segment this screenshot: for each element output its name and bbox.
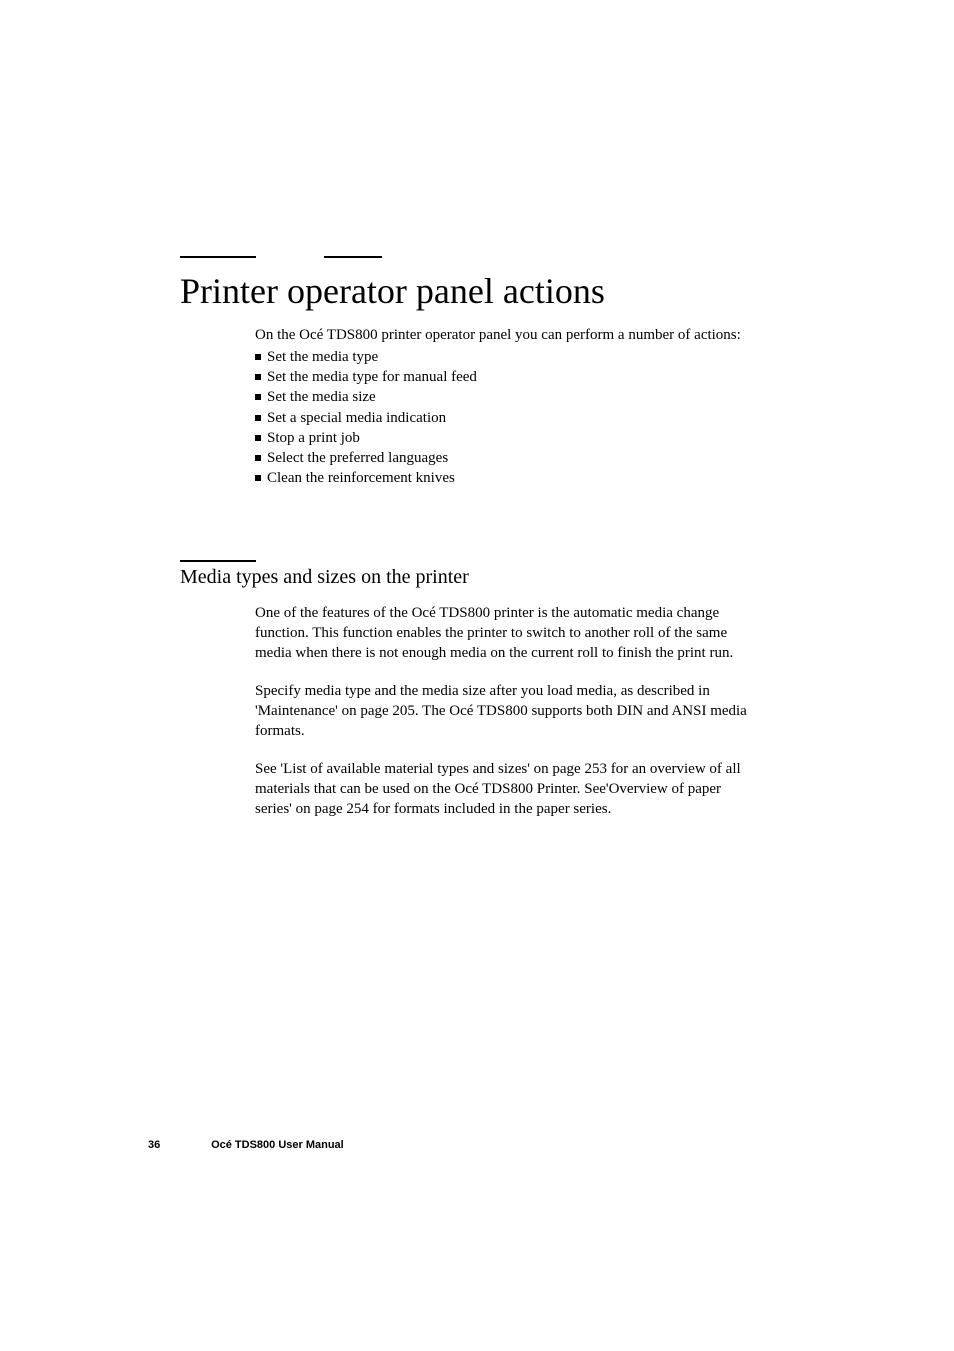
list-item-label: Set the media type for manual feed [267,367,477,387]
page-title: Printer operator panel actions [180,270,774,313]
paragraph: Specify media type and the media size af… [255,682,753,742]
list-item: Set the media size [255,387,753,407]
bullet-list: Set the media type Set the media type fo… [255,347,753,488]
intro-block: On the Océ TDS800 printer operator panel… [255,325,753,488]
page-footer: 36 Océ TDS800 User Manual [148,1139,344,1151]
list-item: Set a special media indication [255,408,753,428]
intro-text: On the Océ TDS800 printer operator panel… [255,325,753,345]
title-block: Printer operator panel actions [180,248,774,313]
bullet-icon [255,354,261,360]
list-item: Select the preferred languages [255,448,753,468]
list-item-label: Select the preferred languages [267,448,448,468]
document-page: Printer operator panel actions On the Oc… [0,0,954,1351]
bullet-icon [255,374,261,380]
section-block: Media types and sizes on the printer One… [180,560,774,837]
footer-doc-title: Océ TDS800 User Manual [211,1139,344,1151]
list-item-label: Clean the reinforcement knives [267,468,455,488]
bullet-icon [255,394,261,400]
list-item-label: Set the media type [267,347,378,367]
section-title: Media types and sizes on the printer [180,565,774,590]
list-item-label: Stop a print job [267,428,360,448]
paragraph: One of the features of the Océ TDS800 pr… [255,604,753,664]
paragraph: See 'List of available material types an… [255,760,753,820]
section-rule [180,560,256,562]
page-number: 36 [148,1139,208,1151]
list-item: Clean the reinforcement knives [255,468,753,488]
list-item-label: Set the media size [267,387,376,407]
title-rule [180,248,774,266]
list-item: Stop a print job [255,428,753,448]
bullet-icon [255,415,261,421]
bullet-icon [255,435,261,441]
bullet-icon [255,455,261,461]
section-body: One of the features of the Océ TDS800 pr… [255,604,753,819]
list-item: Set the media type [255,347,753,367]
list-item: Set the media type for manual feed [255,367,753,387]
bullet-icon [255,475,261,481]
list-item-label: Set a special media indication [267,408,446,428]
